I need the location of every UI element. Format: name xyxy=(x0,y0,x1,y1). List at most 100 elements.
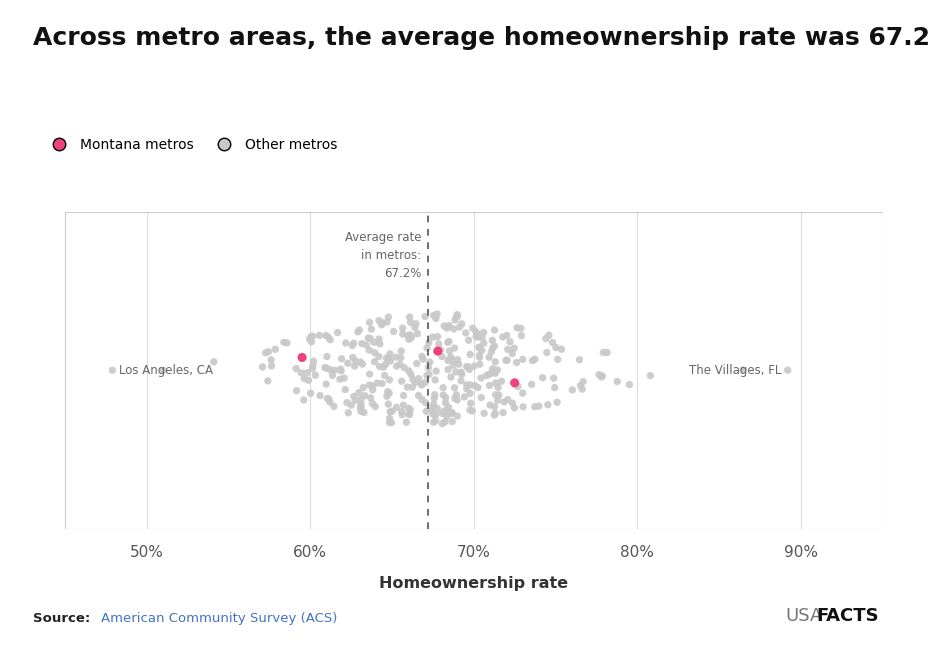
Point xyxy=(378,359,393,369)
Point xyxy=(459,362,474,372)
Point xyxy=(486,401,501,412)
Point xyxy=(435,382,450,393)
Point xyxy=(414,379,429,390)
Point xyxy=(498,355,513,366)
Point xyxy=(735,364,750,375)
Point xyxy=(428,409,443,420)
Point xyxy=(594,371,609,381)
Point xyxy=(320,332,335,342)
Point xyxy=(438,397,453,408)
Point xyxy=(305,356,320,366)
Point xyxy=(439,411,454,422)
Point xyxy=(479,370,494,381)
Point xyxy=(317,362,332,373)
Point xyxy=(301,375,316,385)
Point xyxy=(425,332,440,342)
Point xyxy=(434,418,449,429)
Point xyxy=(462,388,477,399)
Text: The Villages, FL: The Villages, FL xyxy=(688,364,780,377)
Point xyxy=(467,380,482,391)
Point xyxy=(430,331,445,342)
Point xyxy=(367,401,382,412)
Point xyxy=(354,359,369,369)
Point xyxy=(395,400,410,410)
Point xyxy=(457,392,471,403)
Point xyxy=(260,375,275,386)
Point xyxy=(500,395,515,405)
Point xyxy=(425,409,440,420)
X-axis label: Homeownership rate: Homeownership rate xyxy=(379,576,568,592)
Point xyxy=(483,400,497,410)
Point xyxy=(353,399,367,410)
Point xyxy=(549,397,564,408)
Point xyxy=(277,337,291,348)
Point xyxy=(312,330,327,340)
Point xyxy=(323,365,338,375)
Point xyxy=(401,334,416,345)
Point xyxy=(428,416,443,426)
Point xyxy=(404,332,419,343)
Point xyxy=(289,364,303,374)
Point xyxy=(484,364,499,374)
Point xyxy=(454,319,469,329)
Point xyxy=(546,373,561,383)
Point xyxy=(458,379,473,390)
Point xyxy=(415,354,430,364)
Point xyxy=(356,407,371,418)
Point xyxy=(343,400,358,410)
Point xyxy=(294,352,309,363)
Point xyxy=(462,379,477,390)
Point xyxy=(439,323,454,333)
Point xyxy=(398,417,413,428)
Point xyxy=(527,401,542,412)
Point xyxy=(401,366,416,376)
Point xyxy=(401,408,416,419)
Point xyxy=(322,397,337,407)
Point xyxy=(318,330,333,340)
Point xyxy=(364,324,379,334)
Point xyxy=(393,376,408,387)
Text: Los Angeles, CA: Los Angeles, CA xyxy=(119,364,213,377)
Point xyxy=(484,335,499,346)
Point xyxy=(458,383,473,394)
Point xyxy=(452,322,467,332)
Point xyxy=(487,408,502,418)
Text: Average rate
in metros:
67.2%: Average rate in metros: 67.2% xyxy=(344,231,421,280)
Point xyxy=(490,382,505,393)
Point xyxy=(523,379,538,389)
Point xyxy=(403,405,418,415)
Point xyxy=(267,344,282,354)
Point xyxy=(351,387,366,398)
Point xyxy=(361,380,376,391)
Point xyxy=(473,373,488,383)
Point xyxy=(374,378,389,389)
Point xyxy=(380,317,394,327)
Point xyxy=(353,403,367,413)
Point xyxy=(489,365,504,375)
Point xyxy=(380,399,395,409)
Point xyxy=(434,408,449,418)
Point xyxy=(289,385,303,396)
Point xyxy=(418,311,432,322)
Point xyxy=(430,346,445,356)
Point xyxy=(340,397,354,408)
Point xyxy=(394,409,409,420)
Point xyxy=(431,338,445,349)
Point xyxy=(420,362,435,373)
Point xyxy=(472,359,487,369)
Point xyxy=(425,407,440,417)
Point xyxy=(353,406,367,416)
Point xyxy=(515,354,530,365)
Point xyxy=(440,355,455,366)
Point xyxy=(548,342,562,353)
Point xyxy=(322,334,337,345)
Point xyxy=(484,343,499,354)
Point xyxy=(382,407,397,417)
Point xyxy=(447,393,462,404)
Point xyxy=(487,389,502,400)
Point xyxy=(471,350,486,361)
Point xyxy=(258,348,273,358)
Point xyxy=(372,338,387,349)
Point xyxy=(445,324,460,334)
Point xyxy=(471,342,486,352)
